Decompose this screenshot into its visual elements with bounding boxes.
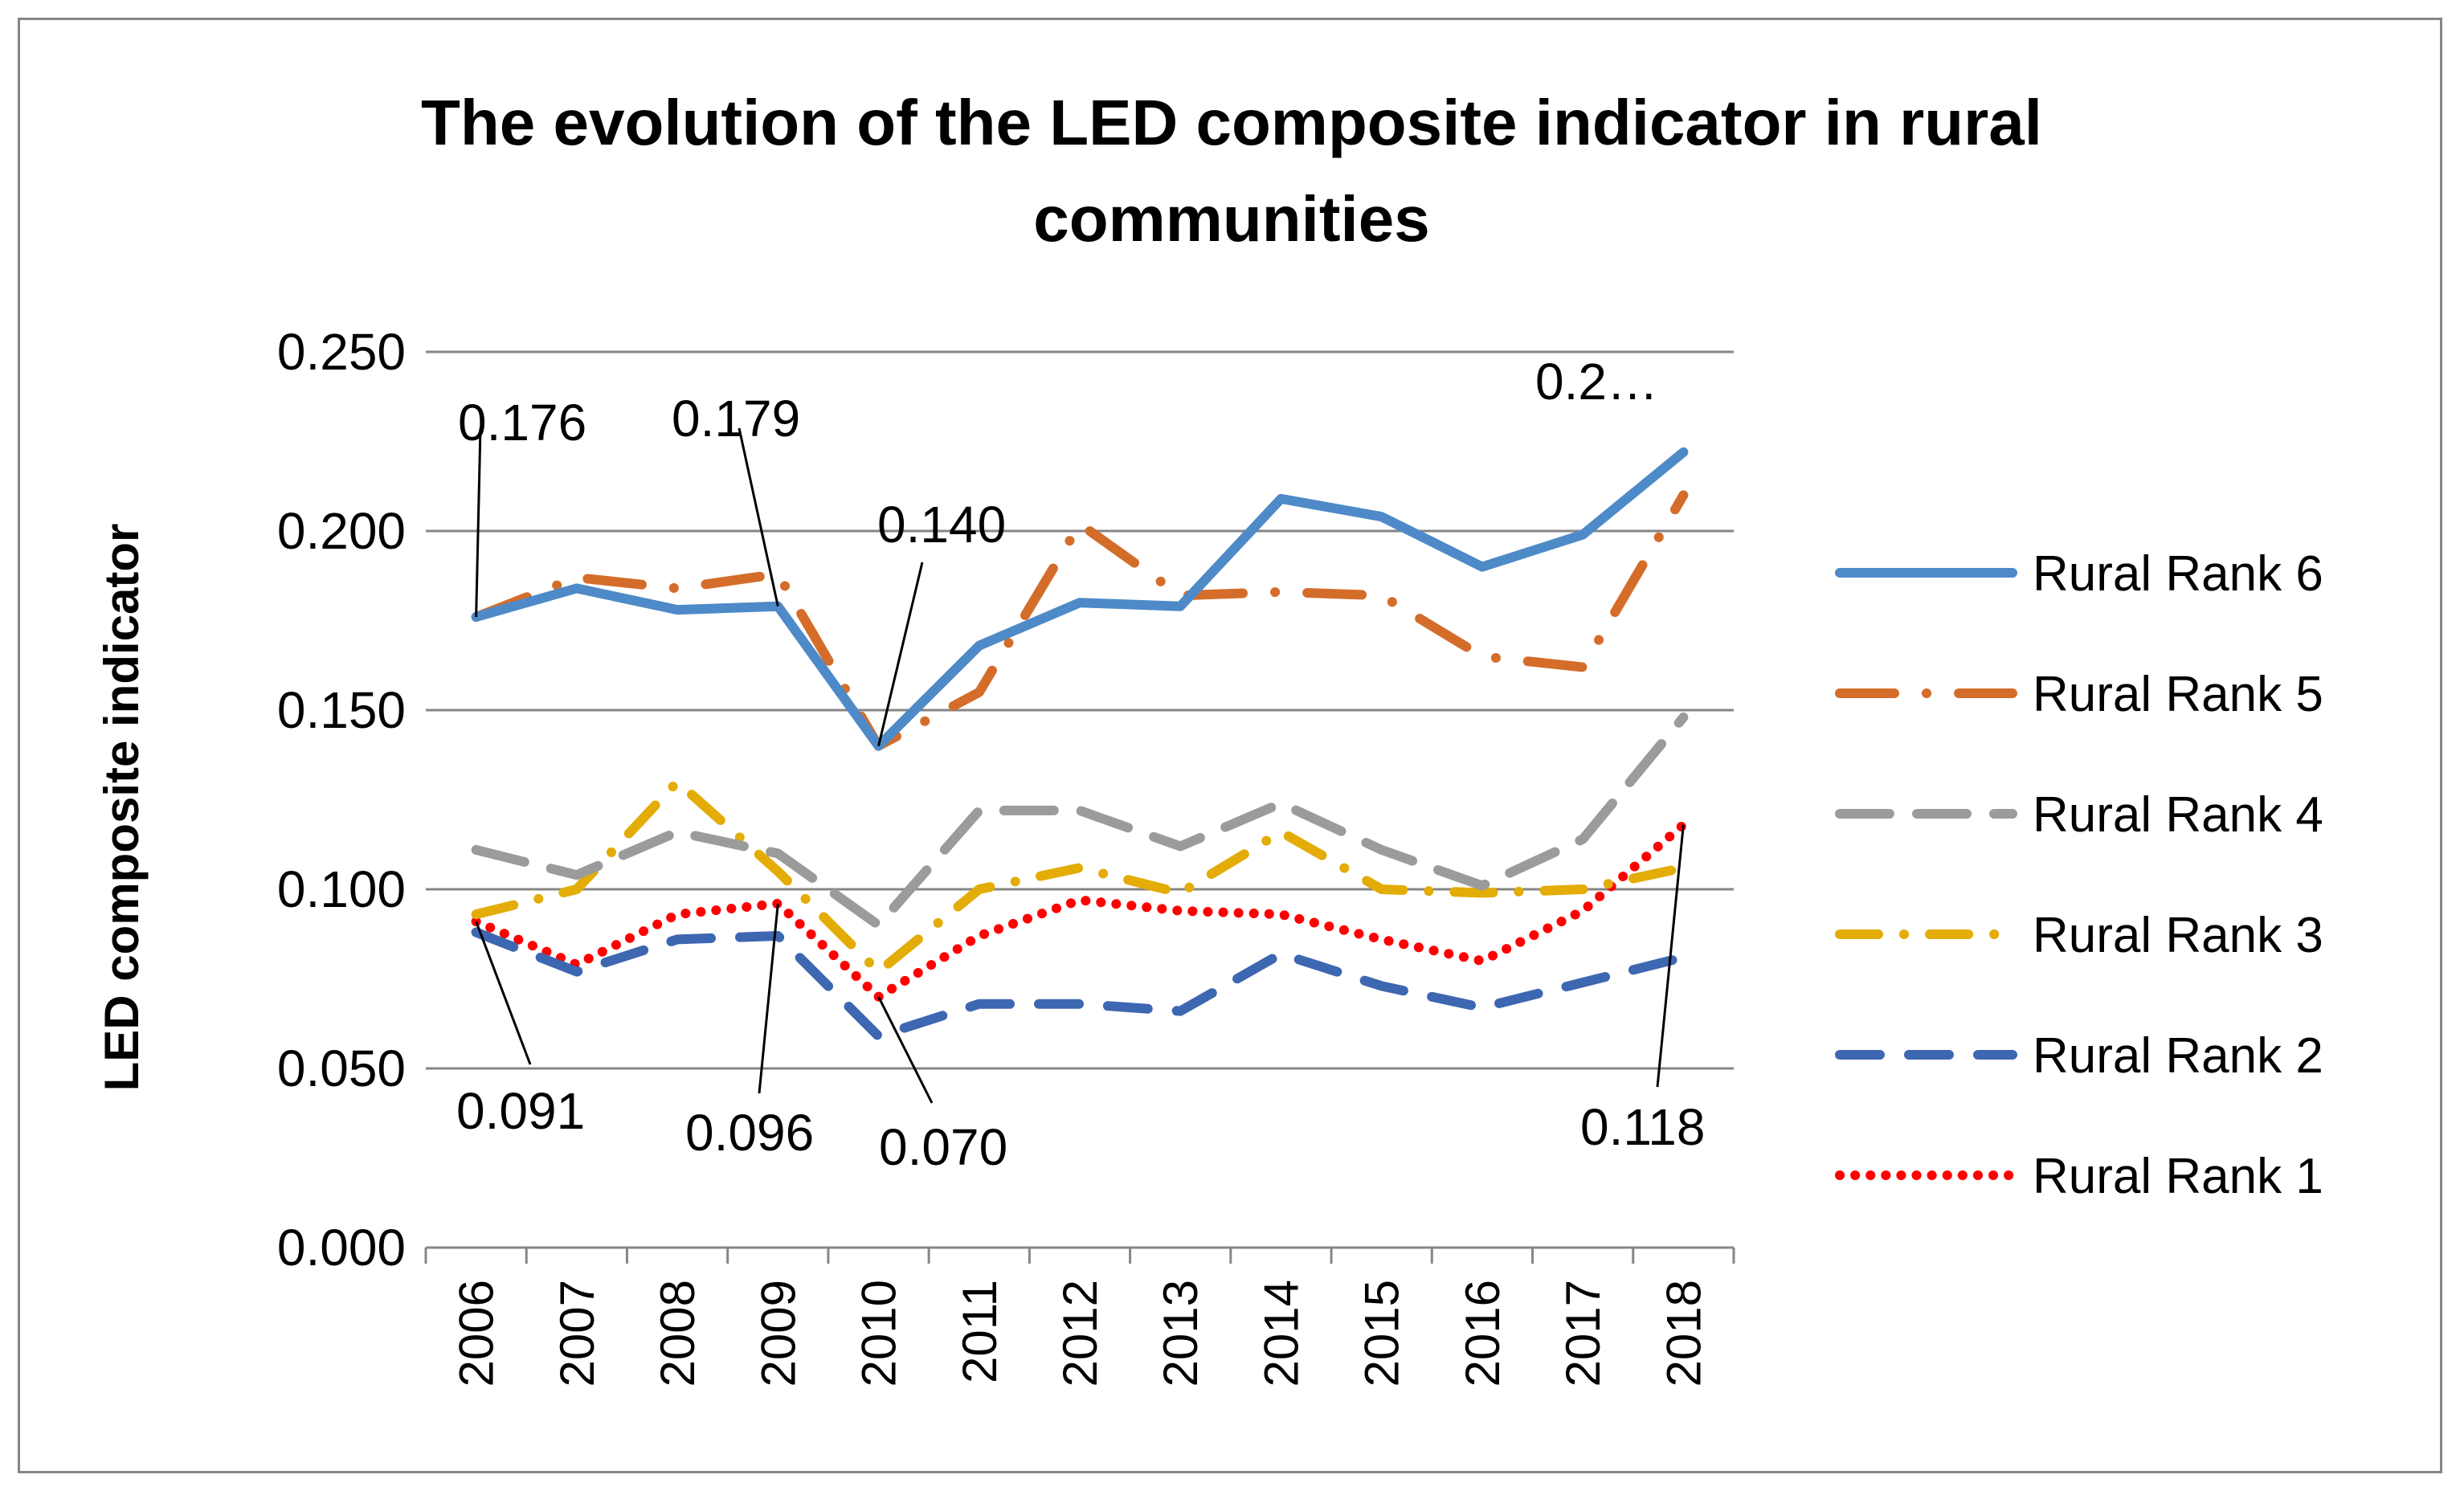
chart-frame xyxy=(18,18,2442,1473)
x-tick-label: 2010 xyxy=(852,1280,906,1387)
data-label: 0.176 xyxy=(458,394,586,451)
y-tick-label: 0.200 xyxy=(277,502,406,560)
chart-title-line-1: The evolution of the LED composite indic… xyxy=(421,87,2042,158)
data-label-leader xyxy=(877,996,934,1104)
series-line-rural-rank-1 xyxy=(471,819,1689,1002)
x-tick-label: 2015 xyxy=(1355,1280,1409,1387)
legend-label-rural-rank-6: Rural Rank 6 xyxy=(2033,546,2323,602)
legend-label-rural-rank-3: Rural Rank 3 xyxy=(2033,908,2323,963)
data-label: 0.118 xyxy=(1580,1098,1705,1156)
data-label: 0.096 xyxy=(685,1104,814,1162)
axes: 0.000 0.050 0.100 0.150 0.200 0.250 2006 2007 20… xyxy=(277,323,1735,1387)
series-line-rural-rank-5 xyxy=(471,490,1689,751)
data-label-leader xyxy=(1656,824,1685,1088)
x-tick-label: 2018 xyxy=(1657,1280,1710,1387)
x-tick-label: 2006 xyxy=(450,1280,504,1387)
x-tick-label: 2008 xyxy=(651,1280,705,1387)
y-tick-label: 0.000 xyxy=(277,1219,406,1276)
series-line-rural-rank-3 xyxy=(471,777,1689,977)
data-label: 0.179 xyxy=(672,390,800,447)
series-line-rural-rank-2 xyxy=(471,927,1689,1041)
series-line-rural-rank-6 xyxy=(471,447,1689,751)
x-tick-label: 2012 xyxy=(1053,1280,1107,1387)
y-tick-label: 0.250 xyxy=(277,323,406,381)
data-labels: 0.176 0.179 0.140 0.2… 0.091 0.096 0.070 0.118 xyxy=(456,353,1705,1176)
x-tick-label: 2016 xyxy=(1456,1280,1510,1387)
data-label: 0.140 xyxy=(877,496,1006,553)
chart-title-line-2: communities xyxy=(1033,183,1429,255)
legend-label-rural-rank-4: Rural Rank 4 xyxy=(2033,787,2323,843)
data-label-leader xyxy=(475,921,532,1065)
data-label: 0.091 xyxy=(456,1082,585,1140)
series-lines xyxy=(471,447,1689,1041)
legend-label-rural-rank-5: Rural Rank 5 xyxy=(2033,667,2323,722)
data-label: 0.2… xyxy=(1535,353,1658,411)
y-axis-label: LED composite indicator xyxy=(95,524,149,1092)
data-label-leader xyxy=(475,427,482,618)
data-label-leader xyxy=(738,427,779,607)
x-tick-label: 2014 xyxy=(1254,1280,1308,1387)
data-label: 0.070 xyxy=(879,1118,1007,1176)
legend-label-rural-rank-2: Rural Rank 2 xyxy=(2033,1028,2323,1084)
y-tick-label: 0.050 xyxy=(277,1040,406,1097)
legend-label-rural-rank-1: Rural Rank 1 xyxy=(2033,1149,2323,1204)
y-tick-label: 0.100 xyxy=(277,860,406,918)
x-tick-label: 2009 xyxy=(751,1280,805,1387)
legend: Rural Rank 6 Rural Rank 5 Rural Rank 4 Rura… xyxy=(1835,546,2323,1204)
series-line-rural-rank-4 xyxy=(471,712,1689,930)
x-tick-label: 2007 xyxy=(550,1280,604,1387)
data-label-leader xyxy=(877,562,924,746)
x-tick-label: 2013 xyxy=(1154,1280,1207,1387)
x-tick-label: 2017 xyxy=(1556,1280,1610,1387)
y-tick-label: 0.150 xyxy=(277,681,406,739)
data-label-leader xyxy=(758,903,779,1094)
x-tick-label: 2011 xyxy=(953,1280,1007,1383)
